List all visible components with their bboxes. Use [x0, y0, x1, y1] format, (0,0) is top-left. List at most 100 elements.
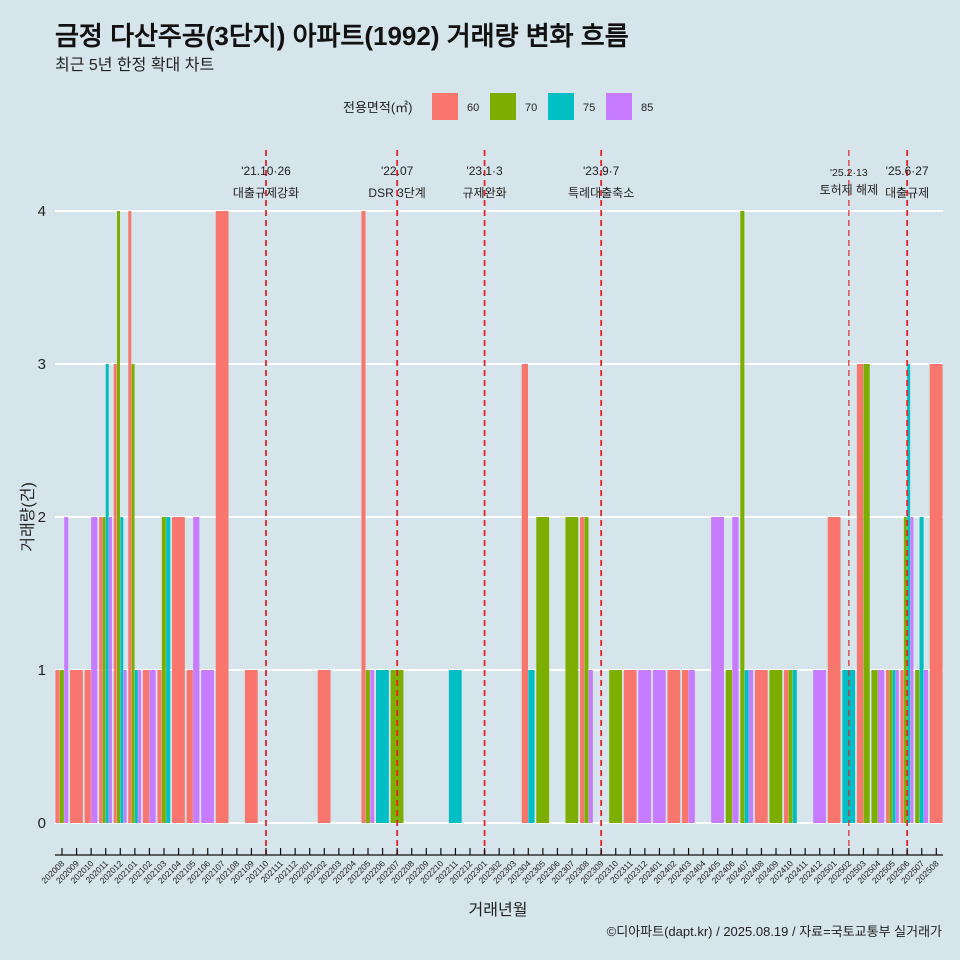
- legend-label-85: 85: [641, 102, 653, 114]
- bar-60-202102: [142, 670, 150, 823]
- annotation-label-202110: 대출규제강화: [233, 186, 299, 200]
- legend-key-60: [432, 93, 458, 120]
- chart-subtitle: 최근 5년 한정 확대 차트: [55, 56, 214, 74]
- bar-75-202101: [134, 670, 138, 823]
- bar-60-202410: [784, 670, 789, 823]
- annotation-label-202207: DSR 3단계: [368, 186, 425, 200]
- bar-70-202205: [365, 670, 370, 823]
- bar-60-202308: [580, 517, 585, 823]
- bar-75-202012: [120, 517, 124, 823]
- bar-75-202304: [528, 670, 535, 823]
- bar-75-202502: [842, 670, 856, 823]
- bar-85-202412: [813, 670, 826, 823]
- annotation-label-202506: 대출규제: [885, 186, 929, 200]
- chart-title: 금정 다산주공(3단지) 아파트(1992) 거래량 변화 흐름: [55, 21, 629, 51]
- bar-70-202307: [565, 517, 579, 823]
- bar-75-202407: [744, 670, 749, 823]
- bar-70-202407: [740, 211, 745, 823]
- bar-85-202504: [878, 670, 885, 823]
- bars: [55, 211, 943, 823]
- x-axis-title: 거래년월: [469, 901, 528, 919]
- bar-60-202109: [244, 670, 258, 823]
- bar-75-202410: [792, 670, 797, 823]
- bar-60-202508: [929, 364, 943, 823]
- bar-60-202408: [754, 670, 768, 823]
- bar-60-202009: [70, 670, 83, 823]
- bar-85-202205: [370, 670, 375, 823]
- y-tick-label: 0: [38, 815, 46, 832]
- bar-85-202507: [923, 670, 928, 823]
- bar-70-202409: [769, 670, 783, 823]
- legend-label-60: 60: [467, 102, 479, 114]
- bar-60-202010: [84, 670, 91, 823]
- legend: 전용면적(㎡) 60 70 75 85: [343, 93, 653, 120]
- bar-85-202106: [201, 670, 214, 823]
- bar-60-202105: [186, 670, 193, 823]
- bar-85-202010: [91, 517, 98, 823]
- y-tick-label: 1: [38, 662, 46, 679]
- annotations: '21.10·26 대출규제강화 '22.07 DSR 3단계 '23.1·3 규제완화 '…: [233, 150, 929, 854]
- bar-70-202506: [903, 517, 907, 823]
- annotation-date-202506: '25.6·27: [886, 164, 929, 178]
- bar-85-202101: [138, 670, 142, 823]
- bar-70-202008: [59, 670, 64, 823]
- annotation-date-202502: '25.2·13: [830, 167, 868, 179]
- legend-key-70: [490, 93, 516, 120]
- bar-75-202507: [919, 517, 924, 823]
- bar-85-202407: [749, 670, 754, 823]
- bar-85-202008: [64, 517, 69, 823]
- y-axis-title: 거래량(건): [19, 482, 37, 552]
- bar-60-202104: [172, 517, 185, 823]
- bar-60-202403: [682, 670, 689, 823]
- legend-title: 전용면적(㎡): [343, 100, 413, 115]
- y-tick-label: 4: [38, 203, 46, 220]
- bar-75-202103: [166, 517, 171, 823]
- bar-85-202506: [910, 517, 914, 823]
- bar-70-202503: [863, 364, 870, 823]
- bar-70-202207: [390, 670, 404, 823]
- bar-60-202311: [623, 670, 637, 823]
- chart-caption: ©디아파트(dapt.kr) / 2025.08.19 / 자료=국토교통부 실…: [607, 924, 942, 939]
- bar-75-202011: [105, 364, 109, 823]
- bar-60-202506: [900, 670, 904, 823]
- bar-85-202405: [711, 517, 724, 823]
- bar-75-202211: [448, 670, 462, 823]
- bar-85-202308: [588, 670, 593, 823]
- bar-75-202506: [907, 364, 911, 823]
- bar-85-202312: [638, 670, 652, 823]
- bar-60-202505: [886, 670, 890, 823]
- bar-70-202410: [788, 670, 793, 823]
- legend-label-75: 75: [583, 102, 595, 114]
- bar-70-202101: [131, 364, 135, 823]
- bar-70-202507: [915, 670, 920, 823]
- legend-key-85: [606, 93, 632, 120]
- bar-60-202011: [99, 517, 103, 823]
- bar-70-202505: [889, 670, 893, 823]
- bar-70-202310: [609, 670, 622, 823]
- legend-key-75: [548, 93, 574, 120]
- annotation-date-202301: '23.1·3: [466, 164, 503, 178]
- bar-60-202205: [361, 211, 366, 823]
- annotation-date-202207: '22.07: [381, 164, 414, 178]
- y-tick-label: 2: [38, 509, 46, 526]
- legend-label-70: 70: [525, 102, 537, 114]
- bar-60-202304: [521, 364, 528, 823]
- bar-85-202401: [652, 670, 666, 823]
- bar-60-202202: [317, 670, 331, 823]
- bar-85-202102: [149, 670, 156, 823]
- annotation-label-202502: 토허제 해제: [820, 183, 879, 197]
- bar-60-202101: [128, 211, 132, 823]
- bar-85-202406: [732, 517, 739, 823]
- bar-85-202403: [688, 670, 695, 823]
- bar-85-202505: [895, 670, 899, 823]
- bar-85-202011: [108, 517, 112, 823]
- bar-70-202012: [117, 211, 120, 823]
- bar-85-202105: [193, 517, 200, 823]
- bar-75-202206: [376, 670, 389, 823]
- bar-60-202103: [157, 670, 162, 823]
- bar-60-202501: [827, 517, 841, 823]
- bar-60-202012: [113, 364, 117, 823]
- bar-60-202107: [215, 211, 229, 823]
- bar-70-202406: [725, 670, 732, 823]
